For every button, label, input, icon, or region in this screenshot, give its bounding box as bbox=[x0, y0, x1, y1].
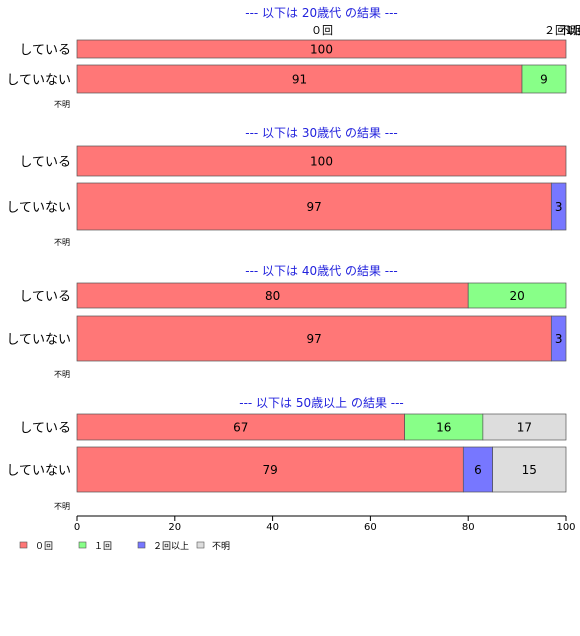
top-label-unknown: 不明 bbox=[559, 24, 580, 37]
bar-segment bbox=[550, 182, 567, 231]
row-label: していない bbox=[6, 201, 71, 216]
bar-segment bbox=[76, 145, 567, 177]
x-tick-label: 100 bbox=[556, 522, 575, 533]
segment-label: 97 bbox=[307, 200, 322, 214]
x-tick-label: 60 bbox=[364, 522, 377, 533]
segment-label: 79 bbox=[263, 463, 278, 477]
segment-label: 17 bbox=[517, 421, 532, 435]
row-label: している bbox=[19, 155, 71, 170]
segment-label: 100 bbox=[310, 43, 333, 57]
segment-label: 100 bbox=[310, 155, 333, 169]
bar-segment bbox=[76, 413, 405, 441]
row-label: していない bbox=[6, 73, 71, 88]
segment-label: 97 bbox=[307, 332, 322, 346]
segment-label: 20 bbox=[509, 289, 524, 303]
blank-row-label: 不明 bbox=[54, 238, 70, 247]
legend-label: １回 bbox=[94, 541, 112, 552]
blank-row-label: 不明 bbox=[54, 370, 70, 379]
blank-row-label: 不明 bbox=[54, 100, 70, 109]
row-label: している bbox=[19, 43, 71, 58]
x-tick-label: 80 bbox=[462, 522, 475, 533]
segment-label: 6 bbox=[474, 463, 482, 477]
bar-segment bbox=[76, 282, 469, 309]
panel-title: --- 以下は 40歳代 の結果 --- bbox=[245, 264, 398, 278]
blank-row-label: 不明 bbox=[54, 502, 70, 511]
segment-label: 91 bbox=[292, 73, 307, 87]
bar-segment bbox=[76, 39, 567, 59]
segment-label: 15 bbox=[522, 463, 537, 477]
bar-segment bbox=[521, 64, 567, 94]
bar-segment bbox=[462, 446, 493, 493]
panel-title: --- 以下は 30歳代 の結果 --- bbox=[245, 126, 398, 140]
panel-title: --- 以下は 20歳代 の結果 --- bbox=[245, 6, 398, 20]
x-tick-label: 0 bbox=[74, 522, 80, 533]
legend-swatch bbox=[137, 541, 146, 549]
top-label-two-plus: ２回以上 bbox=[544, 24, 580, 37]
legend-swatch bbox=[19, 541, 28, 549]
bar-segment bbox=[550, 315, 567, 362]
bar-segment bbox=[482, 413, 567, 441]
panel-title: --- 以下は 50歳以上 の結果 --- bbox=[239, 396, 404, 410]
top-label-zero: ０回 bbox=[311, 24, 333, 37]
legend-label: ２回以上 bbox=[153, 541, 189, 552]
segment-label: 3 bbox=[555, 332, 563, 346]
x-tick-label: 20 bbox=[168, 522, 181, 533]
segment-label: 16 bbox=[436, 421, 451, 435]
segment-label: 3 bbox=[555, 200, 563, 214]
row-label: している bbox=[19, 421, 71, 436]
x-tick-label: 40 bbox=[266, 522, 279, 533]
segment-label: 9 bbox=[540, 73, 548, 87]
segment-label: 80 bbox=[265, 289, 280, 303]
segment-label: 67 bbox=[233, 421, 248, 435]
row-label: していない bbox=[6, 464, 71, 479]
row-label: していない bbox=[6, 333, 71, 348]
bar-segment bbox=[492, 446, 567, 493]
bar-segment bbox=[467, 282, 567, 309]
legend-label: ０回 bbox=[35, 541, 53, 552]
legend-swatch bbox=[78, 541, 87, 549]
legend-label: 不明 bbox=[212, 541, 230, 552]
legend-swatch bbox=[196, 541, 205, 549]
top-label-one: １回 bbox=[564, 24, 580, 37]
row-label: している bbox=[19, 290, 71, 305]
bar-segment bbox=[76, 64, 523, 94]
bar-segment bbox=[76, 446, 464, 493]
